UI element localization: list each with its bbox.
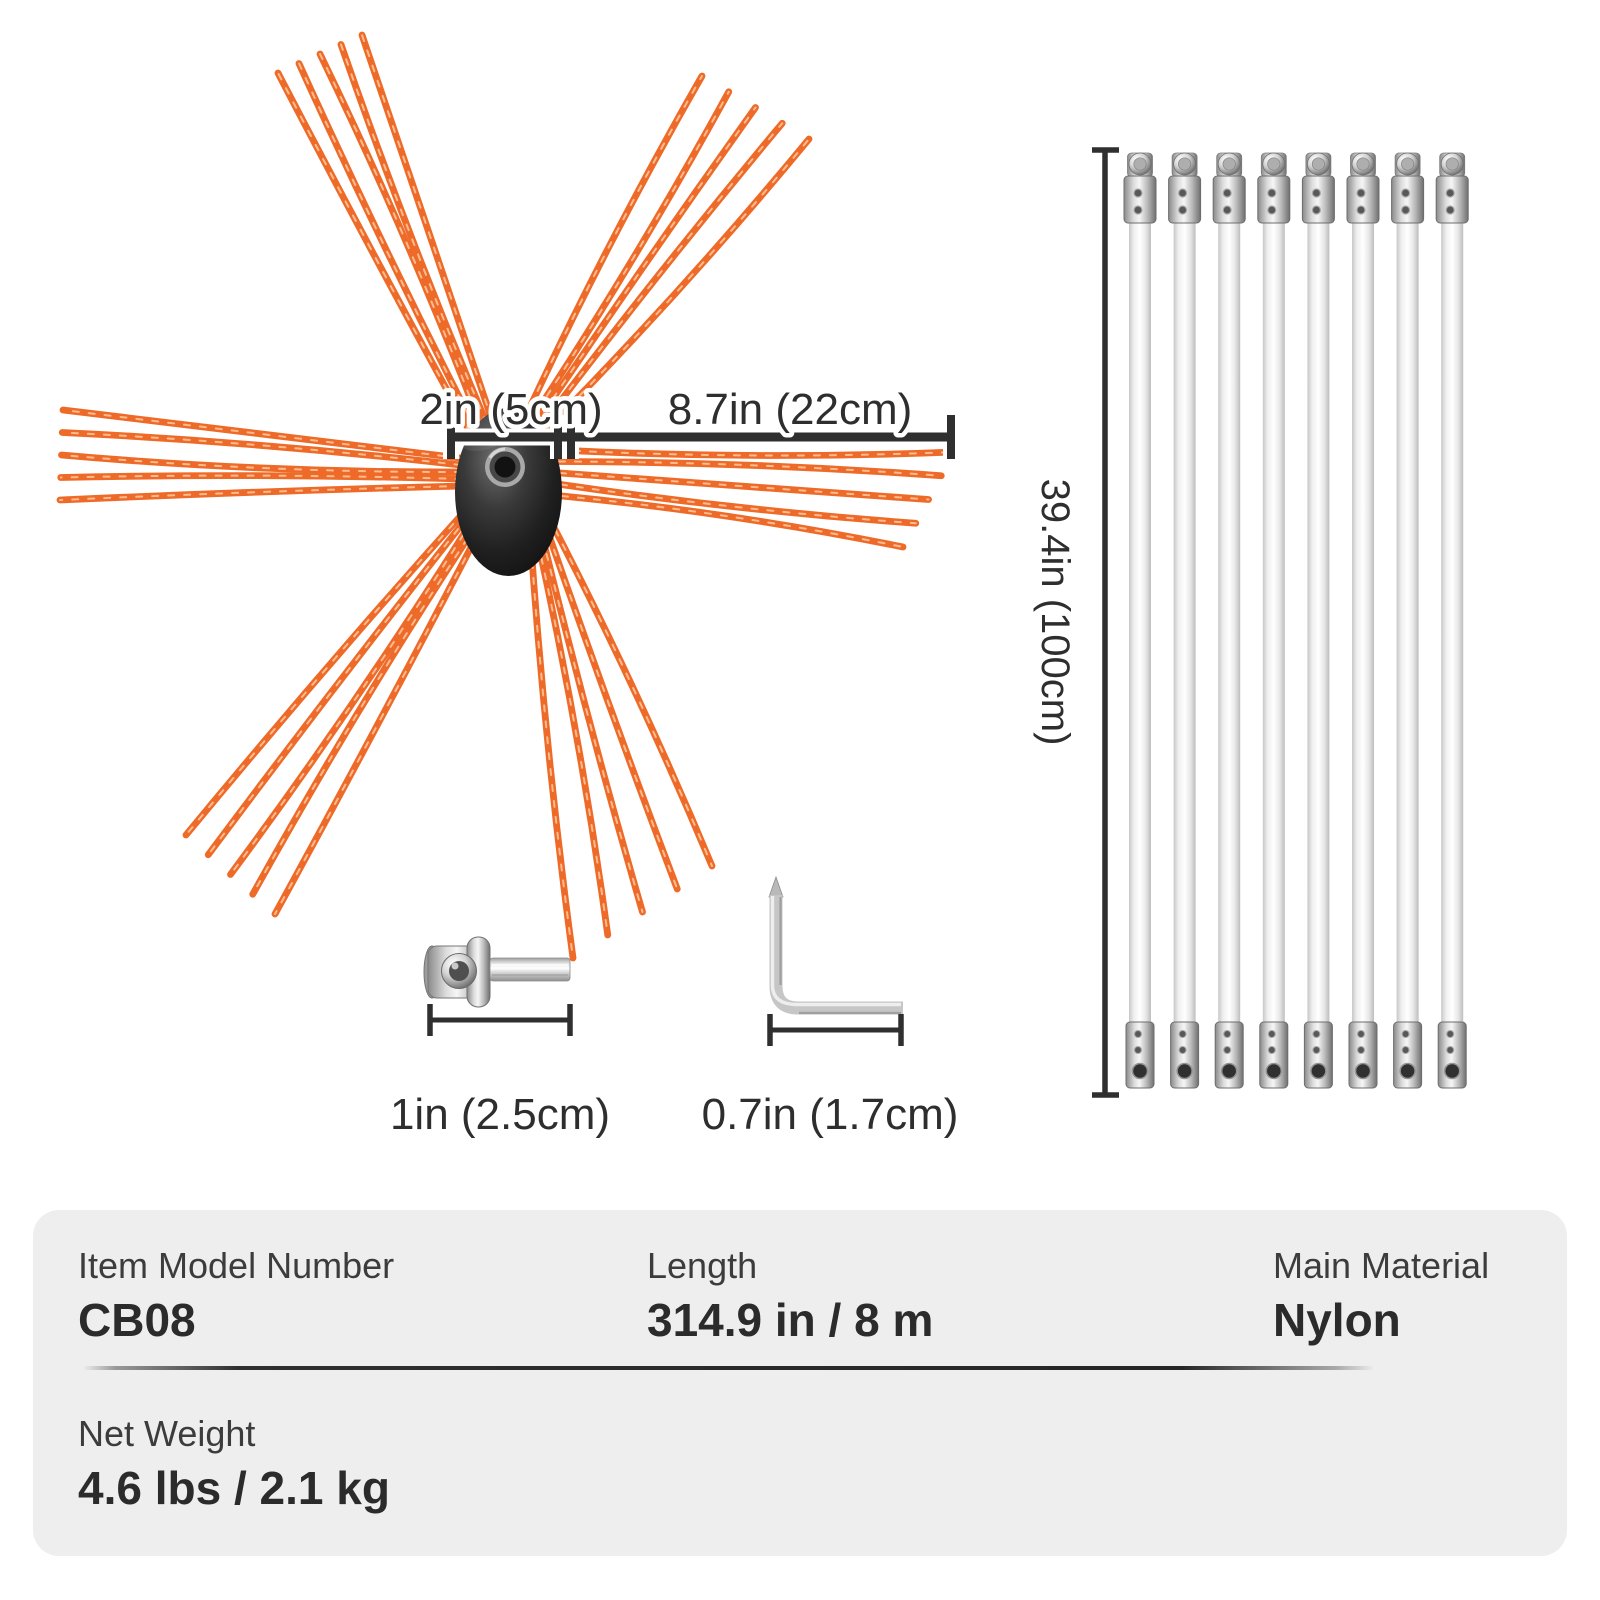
drill-adapter-illustration <box>423 936 571 1008</box>
spec-value: 314.9 in / 8 m <box>647 1294 934 1347</box>
bristle-arm <box>554 446 958 551</box>
spec-label: Length <box>647 1245 758 1286</box>
bristle-arm <box>182 508 484 918</box>
spec-cell-weight: Net Weight 4.6 lbs / 2.1 kg <box>78 1412 390 1515</box>
dim-label-adapter-length: 1in (2.5cm) <box>390 1090 610 1139</box>
spec-value: CB08 <box>78 1294 196 1347</box>
spec-label: Item Model Number <box>78 1245 395 1286</box>
dim-label-bristle-length: 8.7in (22cm) <box>668 385 913 434</box>
spec-cell-length: Length 314.9 in / 8 m <box>647 1244 933 1347</box>
rod <box>1257 152 1291 1089</box>
adapter-dimension-line <box>427 1004 573 1036</box>
spec-label: Main Material <box>1273 1245 1490 1286</box>
brush-dimension-lines <box>443 415 959 459</box>
dim-label-hub-width: 2in (5cm) <box>419 385 602 434</box>
spec-cell-material: Main Material Nylon <box>1273 1244 1489 1347</box>
dim-label-wrench-length: 0.7in (1.7cm) <box>702 1090 959 1139</box>
rod-dimension-line <box>1092 147 1119 1098</box>
spec-label: Net Weight <box>78 1413 256 1454</box>
brush-bristle-arms <box>56 31 958 962</box>
rod <box>1301 152 1335 1089</box>
wrench-dimension-line <box>767 1014 904 1046</box>
spec-cell-model: Item Model Number CB08 <box>78 1244 394 1347</box>
rod-set-illustration <box>1123 152 1469 1089</box>
rod <box>1391 152 1425 1089</box>
rod <box>1168 152 1202 1089</box>
rod <box>1435 152 1469 1089</box>
spec-card: Item Model Number CB08 Length 314.9 in /… <box>33 1210 1567 1556</box>
rod <box>1123 152 1157 1089</box>
bristle-arm <box>56 406 466 504</box>
spec-divider <box>83 1366 1375 1370</box>
hex-wrench-illustration <box>768 875 903 1015</box>
brush-hub <box>455 408 562 576</box>
rod <box>1212 152 1246 1089</box>
bristle-arm <box>520 72 813 434</box>
spec-value: Nylon <box>1273 1294 1401 1347</box>
spec-value: 4.6 lbs / 2.1 kg <box>78 1462 390 1515</box>
dim-label-rod-length: 39.4in (100cm) <box>1033 479 1077 746</box>
rod <box>1346 152 1380 1089</box>
bristle-arm <box>274 31 496 436</box>
bristle-arm <box>526 512 716 962</box>
